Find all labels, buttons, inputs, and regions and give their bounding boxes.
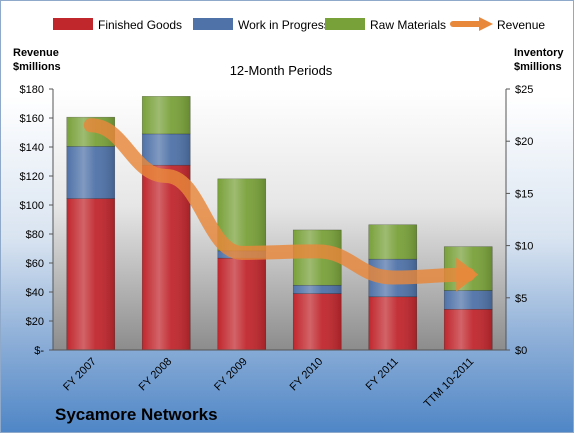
- bar-raw-materials-shine: [142, 96, 191, 134]
- left-tick-label: $140: [20, 142, 44, 154]
- bar-finished-goods-shine: [444, 309, 493, 350]
- left-axis-title-line2: $millions: [13, 61, 61, 73]
- right-axis-title-line1: Inventory: [514, 47, 564, 59]
- bar-work-in-progress-shine: [142, 133, 191, 166]
- left-tick-label: $40: [26, 287, 44, 299]
- right-tick-label: $10: [515, 241, 533, 253]
- bar-work-in-progress-shine: [293, 285, 342, 294]
- right-tick-label: $20: [515, 136, 533, 148]
- right-tick-label: $15: [515, 188, 533, 200]
- right-tick-label: $0: [515, 345, 527, 357]
- bar-finished-goods-shine: [293, 293, 342, 350]
- legend-item-finished-goods: Finished Goods: [53, 18, 182, 32]
- left-tick-label: $100: [20, 200, 44, 212]
- left-tick-label: $60: [26, 258, 44, 270]
- left-tick-label: $80: [26, 229, 44, 241]
- right-tick-label: $25: [515, 84, 533, 96]
- left-axis-title-line1: Revenue: [13, 47, 59, 59]
- x-tick-label: FY 2009: [212, 356, 250, 394]
- bar-finished-goods-shine: [66, 198, 115, 350]
- bar-work-in-progress-shine: [444, 290, 493, 310]
- bars: [66, 96, 493, 351]
- legend-label-finished-goods: Finished Goods: [98, 18, 182, 32]
- bar-finished-goods-shine: [217, 258, 266, 350]
- revenue-line-arrowhead: [456, 257, 479, 292]
- left-tick-label: $-: [34, 345, 44, 357]
- legend-swatch-finished-goods: [53, 18, 93, 30]
- legend-swatch-work-in-progress: [193, 18, 233, 30]
- x-tick-label: FY 2007: [61, 356, 99, 394]
- left-tick-label: $160: [20, 113, 44, 125]
- x-tick-label: FY 2011: [364, 356, 401, 393]
- left-tick-label: $20: [26, 316, 44, 328]
- legend-label-revenue: Revenue: [497, 18, 545, 32]
- x-tick-label: TTM 10-2011: [422, 356, 477, 411]
- plot-area: [53, 89, 506, 350]
- bar-finished-goods-shine: [142, 165, 191, 350]
- legend-arrow-revenue: [479, 17, 493, 31]
- bar-finished-goods-shine: [368, 296, 417, 350]
- legend-label-work-in-progress: Work in Progress: [238, 18, 330, 32]
- legend-item-work-in-progress: Work in Progress: [193, 18, 330, 32]
- chart-title: 12-Month Periods: [230, 63, 333, 78]
- bar-raw-materials-shine: [368, 224, 417, 260]
- revenue-line: [83, 118, 479, 292]
- legend-item-revenue: Revenue: [450, 17, 545, 32]
- legend-item-raw-materials: Raw Materials: [325, 18, 446, 32]
- legend-label-raw-materials: Raw Materials: [370, 18, 446, 32]
- company-name: Sycamore Networks: [55, 405, 218, 424]
- right-tick-label: $5: [515, 293, 527, 305]
- legend: Finished Goods Work in Progress Raw Mate…: [53, 17, 545, 32]
- left-tick-label: $120: [20, 171, 44, 183]
- legend-swatch-raw-materials: [325, 18, 365, 30]
- left-tick-label: $180: [20, 84, 44, 96]
- x-tick-label: FY 2010: [288, 356, 326, 394]
- bar-work-in-progress-shine: [66, 146, 115, 199]
- right-axis-title-line2: $millions: [514, 61, 562, 73]
- x-tick-label: FY 2008: [137, 356, 175, 394]
